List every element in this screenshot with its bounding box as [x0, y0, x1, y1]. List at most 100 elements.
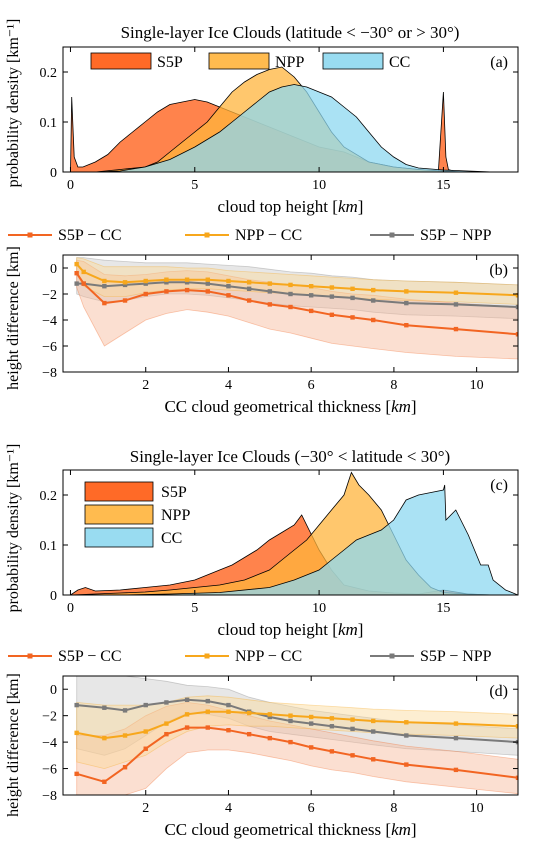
data-point — [308, 308, 314, 314]
x-tick-label: 10 — [312, 178, 326, 193]
data-point — [288, 718, 293, 724]
data-point — [329, 312, 335, 317]
x-tick-label: 15 — [436, 601, 450, 616]
y-tick-label: 0.1 — [40, 539, 58, 554]
legend-marker-0 — [27, 232, 33, 238]
data-point — [404, 323, 409, 328]
data-point — [350, 295, 355, 301]
data-point — [288, 282, 293, 288]
y-tick-label: −8 — [42, 366, 57, 381]
data-point — [184, 725, 190, 730]
data-point — [371, 287, 376, 293]
x-tick-label: 0 — [67, 601, 74, 616]
data-point — [308, 721, 314, 726]
data-point — [74, 771, 79, 777]
panel-a-label: (a) — [490, 54, 508, 71]
data-point — [453, 290, 459, 295]
data-point — [371, 718, 376, 724]
legend-label-2: S5P − NPP — [420, 648, 492, 665]
panel-d-label: (d) — [489, 683, 508, 700]
data-point — [288, 713, 293, 718]
data-point — [371, 298, 376, 303]
panel-b-label: (b) — [489, 262, 508, 279]
data-point — [102, 284, 107, 289]
x-tick-label: 5 — [191, 601, 198, 616]
data-point — [205, 709, 210, 714]
data-point — [74, 271, 79, 276]
legend-marker-1 — [204, 232, 210, 238]
data-point — [74, 730, 79, 736]
x-tick-label: 8 — [390, 801, 397, 816]
data-point — [143, 291, 148, 297]
panel-a-title: Single-layer Ice Clouds (latitude < −30°… — [121, 23, 460, 42]
panel-b-xlabel: CC cloud geometrical thickness [km] — [164, 397, 416, 416]
data-point — [453, 326, 459, 332]
x-tick-label: 15 — [436, 178, 450, 193]
panel-c-ylabel: probability density [km⁻¹] — [5, 444, 22, 613]
data-point — [308, 284, 314, 289]
data-point — [226, 293, 231, 298]
panel-d-xlabel: CC cloud geometrical thickness [km] — [164, 820, 416, 839]
panel-a-chart: 0 5 10 15 0 0.1 0.2 cloud top height [km] (a) S5P… — [40, 46, 519, 216]
panel-b-ylabel: height difference [km] — [5, 246, 22, 390]
legend-label-cc: CC — [161, 530, 182, 547]
legend-label-npp: NPP — [161, 507, 190, 524]
legend-marker-2 — [389, 653, 395, 659]
legend-marker-2 — [389, 232, 395, 238]
data-point — [102, 278, 107, 284]
panel-b-frame — [62, 254, 519, 373]
data-point — [404, 289, 409, 294]
panel-c-chart: 0 5 10 15 0 0.1 0.2 cloud top height [km] (c) S5P… — [40, 469, 519, 639]
data-point — [453, 721, 459, 726]
legend-marker-1 — [204, 653, 210, 659]
x-tick-label: 6 — [308, 378, 315, 393]
legend-marker-0 — [27, 653, 33, 659]
x-tick-label: 5 — [191, 178, 198, 193]
data-point — [74, 702, 79, 708]
data-point — [205, 698, 210, 704]
legend-label-1: NPP − CC — [235, 227, 302, 244]
data-point — [288, 304, 293, 310]
data-point — [246, 286, 252, 291]
x-tick-label: 8 — [390, 378, 397, 393]
panel-c-frame — [62, 469, 519, 596]
data-point — [350, 753, 355, 758]
legend-swatch-npp — [84, 504, 154, 525]
data-point — [184, 697, 190, 702]
data-point — [164, 289, 169, 294]
data-point — [226, 702, 231, 708]
legend-swatch-cc — [322, 52, 384, 70]
data-point — [329, 724, 335, 729]
data-point — [205, 277, 210, 282]
data-point — [246, 731, 252, 737]
data-point — [515, 332, 518, 337]
data-point — [371, 757, 376, 762]
x-tick-label: 6 — [308, 801, 315, 816]
data-point — [267, 289, 273, 294]
data-point — [246, 298, 252, 303]
data-point — [164, 700, 169, 705]
series-line-0 — [76, 726, 518, 783]
data-point — [329, 294, 335, 299]
legend-swatch-s5p — [84, 481, 154, 502]
panel-a-ylabel: probability density [km⁻¹] — [5, 19, 22, 188]
data-point — [267, 714, 273, 720]
data-point — [143, 702, 148, 708]
legend-label-0: S5P − CC — [58, 227, 122, 244]
data-point — [371, 729, 376, 734]
legend-label-cc: CC — [389, 54, 410, 71]
y-tick-label: 0 — [50, 166, 57, 181]
data-point — [515, 304, 518, 310]
data-point — [404, 733, 409, 738]
legend-label-s5p: S5P — [157, 54, 183, 71]
data-point — [143, 278, 148, 284]
data-point — [74, 261, 79, 267]
data-point — [371, 317, 376, 323]
data-point — [246, 280, 252, 285]
data-point — [226, 709, 231, 714]
data-point — [184, 287, 190, 293]
legend-label-0: S5P − CC — [58, 648, 122, 665]
series-cc-area — [70, 484, 518, 595]
panel-d-ylabel: height difference [km] — [5, 673, 22, 817]
